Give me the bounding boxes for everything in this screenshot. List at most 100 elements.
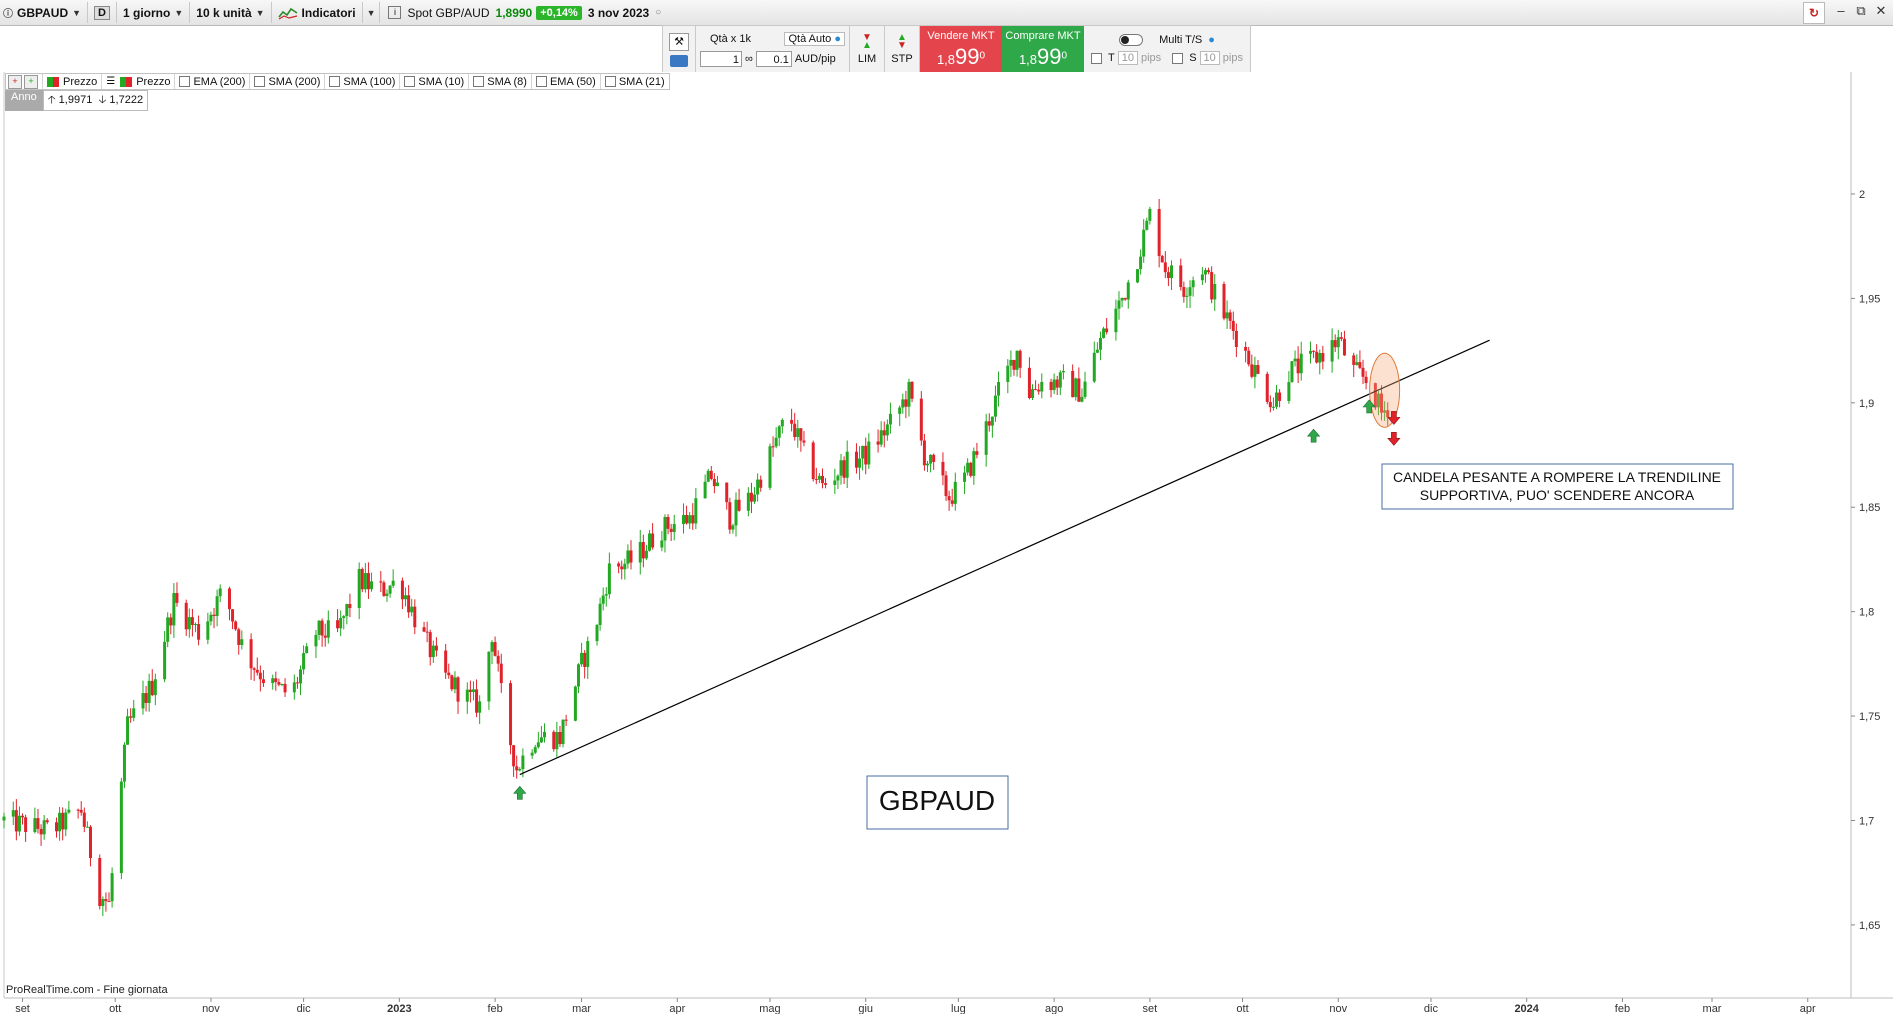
legend-checkbox[interactable] <box>535 76 547 87</box>
legend-label: EMA (50) <box>549 75 596 88</box>
candle <box>1142 219 1146 263</box>
symbol-selector[interactable]: ⓘ GBPAUD ▼ <box>0 2 89 23</box>
keyboard-icon[interactable] <box>670 54 688 67</box>
info-icon: ⓘ <box>3 9 13 20</box>
candle <box>255 657 259 676</box>
period-badge[interactable]: D <box>88 2 117 23</box>
top-toolbar: ⓘ GBPAUD ▼ D 1 giorno ▼ 10 k unità ▼ Ind… <box>0 0 1893 26</box>
candle-body <box>586 641 590 667</box>
sell-market-button[interactable]: Vendere MKT 1,8990 <box>920 26 1002 73</box>
stop-button[interactable]: ▲ ▼ STP <box>885 26 920 73</box>
candle-body <box>79 809 83 813</box>
candle-body <box>530 752 534 756</box>
candle-body <box>261 679 265 684</box>
candle-body <box>598 603 602 626</box>
candle-body <box>163 641 167 680</box>
legend-checkbox[interactable] <box>404 76 416 87</box>
legend-checkbox[interactable] <box>179 76 191 87</box>
candle <box>169 613 173 635</box>
annotation-note-box[interactable]: CANDELA PESANTE A ROMPERE LA TRENDILINE … <box>1381 463 1734 510</box>
candle <box>1268 395 1272 413</box>
candle-body <box>280 683 284 685</box>
candle <box>370 572 374 592</box>
y-tick-label: 2 <box>1859 189 1865 201</box>
candle <box>598 597 602 631</box>
candle-body <box>715 482 719 487</box>
legend-checkbox[interactable] <box>254 76 266 87</box>
target-pips-input[interactable]: 10 <box>1117 51 1138 65</box>
legend-item-ema50[interactable]: EMA (50) <box>532 74 601 89</box>
price-chart[interactable]: 2 1,95 1,9 1,85 1,8 1,75 1,7 1,65 set ott nov dic 2… <box>0 72 1893 1014</box>
candle <box>586 636 590 680</box>
candle-body <box>777 426 781 438</box>
legend-item-sma8[interactable]: SMA (8) <box>469 74 532 89</box>
restore-icon[interactable]: ⧉ <box>1856 3 1866 18</box>
candle <box>234 620 238 631</box>
minimize-icon[interactable]: – <box>1837 3 1845 18</box>
legend-checkbox[interactable] <box>329 76 341 87</box>
candle-body <box>147 680 151 703</box>
candle-body <box>950 500 954 504</box>
legend-item-ema200[interactable]: EMA (200) <box>175 74 251 89</box>
candle <box>648 530 652 552</box>
indicators-button[interactable]: Indicatori <box>272 2 363 23</box>
candle-body <box>620 566 624 570</box>
target-checkbox[interactable] <box>1091 52 1103 64</box>
limit-button[interactable]: ▼ ▲ LIM <box>850 26 885 73</box>
candle-body <box>623 563 627 570</box>
wrench-icon[interactable]: ⚒ <box>669 32 689 51</box>
quantity-input[interactable]: 1 <box>700 51 742 67</box>
legend-item-sma100[interactable]: SMA (100) <box>325 74 401 89</box>
candle <box>45 818 49 825</box>
y-tick-label: 1,9 <box>1859 398 1874 410</box>
candle-body <box>1376 393 1380 408</box>
candle <box>771 436 775 457</box>
candle <box>749 482 753 514</box>
legend-item-sma21[interactable]: SMA (21) <box>601 74 669 89</box>
units-selector[interactable]: 10 k unità ▼ <box>190 2 272 23</box>
multi-ts-toggle[interactable] <box>1119 34 1144 46</box>
legend-item-sma10[interactable]: SMA (10) <box>400 74 470 89</box>
signal-arrows <box>513 399 1401 800</box>
candle <box>339 610 343 637</box>
refresh-icon[interactable]: ↻ <box>1803 2 1825 24</box>
legend-item-price[interactable]: Prezzo <box>43 74 103 89</box>
candle <box>1040 373 1044 399</box>
period-range-label[interactable]: Anno <box>5 90 43 111</box>
timeframe-selector[interactable]: 1 giorno ▼ <box>117 2 191 23</box>
candle-body <box>1102 328 1106 338</box>
y-tick-label: 1,65 <box>1859 920 1880 932</box>
add-indicator-icon[interactable]: + <box>8 74 22 89</box>
qta-auto-button[interactable]: Qtà Auto ● <box>784 32 845 46</box>
link-icon[interactable]: ∞ <box>745 53 753 65</box>
legend-checkbox[interactable] <box>473 76 485 87</box>
candle <box>212 607 216 629</box>
stop-checkbox[interactable] <box>1172 52 1184 64</box>
indicators-menu-button[interactable]: ▼ <box>363 2 381 23</box>
legend-checkbox[interactable] <box>604 76 616 87</box>
candle-body <box>410 606 414 613</box>
candle <box>1376 391 1380 416</box>
candle-body <box>1009 359 1013 366</box>
candle <box>388 584 392 598</box>
pip-value-input[interactable]: 0.1 <box>755 51 792 67</box>
stop-pips-input[interactable]: 10 <box>1199 51 1220 65</box>
legend-label: Prezzo <box>136 75 171 88</box>
annotation-title-box[interactable]: GBPAUD <box>866 775 1009 830</box>
candle <box>1034 380 1038 391</box>
candle-body <box>629 550 633 563</box>
buy-market-button[interactable]: Comprare MKT 1,8990 <box>1002 26 1084 73</box>
candle-body <box>153 679 157 696</box>
candle-body <box>400 580 404 600</box>
close-icon[interactable]: ✕ <box>1875 3 1887 18</box>
add-indicator-green-icon[interactable]: + <box>24 74 38 89</box>
candle <box>190 608 194 637</box>
trendline[interactable] <box>519 339 1490 776</box>
candle <box>283 678 287 697</box>
legend-item-price-2[interactable]: ☰ Prezzo <box>102 74 176 89</box>
legend-item-sma200[interactable]: SMA (200) <box>250 74 326 89</box>
candle <box>1207 267 1211 275</box>
indicator-legend: + + Prezzo ☰ Prezzo EMA (200) SMA (200) … <box>5 73 670 90</box>
candle-body <box>1182 287 1186 297</box>
candle <box>292 674 296 700</box>
